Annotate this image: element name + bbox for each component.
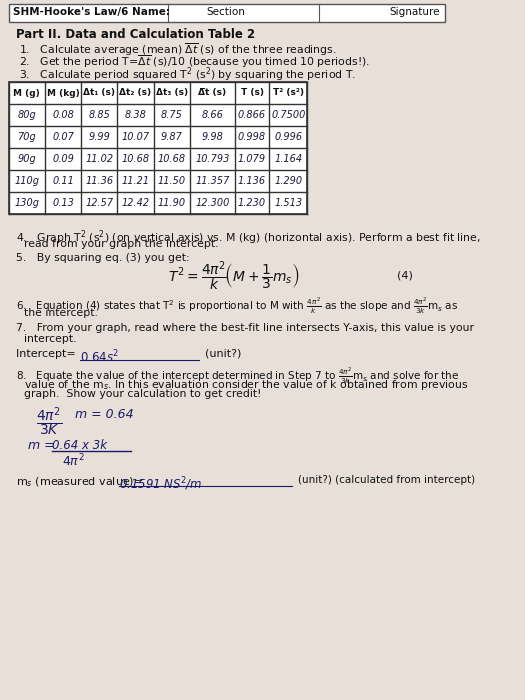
Text: 8.38: 8.38 bbox=[124, 110, 146, 120]
Text: 70g: 70g bbox=[17, 132, 36, 142]
Text: 8.85: 8.85 bbox=[88, 110, 110, 120]
Text: 10.68: 10.68 bbox=[158, 154, 186, 164]
Text: $T^2 = \dfrac{4\pi^2}{k}\!\left(M + \dfrac{1}{3}m_s\right)$: $T^2 = \dfrac{4\pi^2}{k}\!\left(M + \dfr… bbox=[169, 259, 300, 293]
Text: Part II. Data and Calculation Table 2: Part II. Data and Calculation Table 2 bbox=[16, 28, 255, 41]
Text: Signature: Signature bbox=[389, 7, 439, 17]
Text: 11.90: 11.90 bbox=[158, 198, 186, 208]
Text: M (kg): M (kg) bbox=[47, 88, 79, 97]
Text: 10.793: 10.793 bbox=[195, 154, 229, 164]
Text: 0.996: 0.996 bbox=[274, 132, 302, 142]
Text: (unit?) (calculated from intercept): (unit?) (calculated from intercept) bbox=[298, 475, 475, 485]
Bar bbox=[8, 4, 445, 22]
Text: 11.357: 11.357 bbox=[195, 176, 229, 186]
Text: 11.36: 11.36 bbox=[85, 176, 113, 186]
Text: 9.87: 9.87 bbox=[161, 132, 183, 142]
Text: Δt₁ (s): Δt₁ (s) bbox=[83, 88, 116, 97]
Text: 1.513: 1.513 bbox=[274, 198, 302, 208]
Text: value of the m$_s$. In this evaluation consider the value of k obtained from pre: value of the m$_s$. In this evaluation c… bbox=[24, 378, 468, 392]
Text: 1.290: 1.290 bbox=[274, 176, 302, 186]
Text: 2.   Get the period T=$\overline{\Delta t}$ (s)/10 (because you timed 10 periods: 2. Get the period T=$\overline{\Delta t}… bbox=[19, 53, 370, 70]
Text: m =: m = bbox=[28, 439, 54, 452]
Text: 5.   By squaring eq. (3) you get:: 5. By squaring eq. (3) you get: bbox=[16, 253, 189, 263]
Text: $4\pi^2$: $4\pi^2$ bbox=[62, 453, 85, 470]
Text: read from your graph the intercept.: read from your graph the intercept. bbox=[24, 239, 219, 249]
Text: Δt₂ (s): Δt₂ (s) bbox=[120, 88, 152, 97]
Text: 8.75: 8.75 bbox=[161, 110, 183, 120]
Text: 0.09: 0.09 bbox=[52, 154, 74, 164]
Text: 3.   Calculate period squared T$^2$ (s$^2$) by squaring the period T.: 3. Calculate period squared T$^2$ (s$^2$… bbox=[19, 65, 356, 83]
Text: 1.136: 1.136 bbox=[238, 176, 266, 186]
Text: 0.1591 NS$^2$/m: 0.1591 NS$^2$/m bbox=[119, 475, 203, 493]
Text: 9.98: 9.98 bbox=[202, 132, 223, 142]
Text: 0.866: 0.866 bbox=[238, 110, 266, 120]
Text: 8.   Equate the value of the intercept determined in Step 7 to $\frac{4\pi^2}{3k: 8. Equate the value of the intercept det… bbox=[16, 366, 459, 386]
Text: 9.99: 9.99 bbox=[88, 132, 110, 142]
Text: 0.64 x 3k: 0.64 x 3k bbox=[52, 439, 107, 452]
Text: 10.68: 10.68 bbox=[121, 154, 150, 164]
Text: m$_s$ (measured value)=: m$_s$ (measured value)= bbox=[16, 475, 144, 489]
Text: 12.42: 12.42 bbox=[121, 198, 150, 208]
Text: (4): (4) bbox=[397, 271, 413, 281]
Text: Δ̅t (s): Δ̅t (s) bbox=[198, 88, 226, 97]
Text: 0.11: 0.11 bbox=[52, 176, 74, 186]
Text: 11.50: 11.50 bbox=[158, 176, 186, 186]
Text: 1.   Calculate average (mean) $\overline{\Delta t}$ (s) of the three readings.: 1. Calculate average (mean) $\overline{\… bbox=[19, 41, 337, 57]
Text: $0.64s^2$: $0.64s^2$ bbox=[80, 349, 120, 365]
Text: Section: Section bbox=[207, 7, 246, 17]
Text: 0.07: 0.07 bbox=[52, 132, 74, 142]
Text: 90g: 90g bbox=[17, 154, 36, 164]
Text: SHM-Hooke's Law/6 Name:: SHM-Hooke's Law/6 Name: bbox=[13, 7, 170, 17]
Text: 1.164: 1.164 bbox=[274, 154, 302, 164]
Text: T² (s²): T² (s²) bbox=[273, 88, 304, 97]
Text: m = 0.64: m = 0.64 bbox=[75, 408, 134, 421]
Text: M (g): M (g) bbox=[13, 88, 40, 97]
Text: 11.02: 11.02 bbox=[85, 154, 113, 164]
Text: 7.   From your graph, read where the best-fit line intersects Y-axis, this value: 7. From your graph, read where the best-… bbox=[16, 323, 474, 333]
Text: 6.   Equation (4) states that T$^2$ is proportional to M with $\frac{4\pi^2}{k}$: 6. Equation (4) states that T$^2$ is pro… bbox=[16, 296, 458, 316]
Bar bbox=[8, 82, 307, 214]
Text: (unit?): (unit?) bbox=[205, 349, 242, 359]
Text: 80g: 80g bbox=[17, 110, 36, 120]
Text: 1.230: 1.230 bbox=[238, 198, 266, 208]
Text: intercept.: intercept. bbox=[24, 334, 77, 344]
Text: 0.13: 0.13 bbox=[52, 198, 74, 208]
Text: $\dfrac{4\pi^2}{3K}$: $\dfrac{4\pi^2}{3K}$ bbox=[36, 405, 62, 438]
Text: 12.57: 12.57 bbox=[85, 198, 113, 208]
Text: 10.07: 10.07 bbox=[121, 132, 150, 142]
Text: 110g: 110g bbox=[14, 176, 39, 186]
Text: the intercept.: the intercept. bbox=[24, 308, 98, 318]
Text: 12.300: 12.300 bbox=[195, 198, 229, 208]
Text: graph.  Show your calculation to get credit!: graph. Show your calculation to get cred… bbox=[24, 389, 261, 399]
Text: 8.66: 8.66 bbox=[202, 110, 223, 120]
Text: Δt₃ (s): Δt₃ (s) bbox=[156, 88, 188, 97]
Text: 0.7500: 0.7500 bbox=[271, 110, 306, 120]
Text: 130g: 130g bbox=[14, 198, 39, 208]
Text: 0.08: 0.08 bbox=[52, 110, 74, 120]
Text: Intercept=: Intercept= bbox=[16, 349, 79, 359]
Text: 4.   Graph T$^2$ (s$^2$) (on vertical axis) vs. M (kg) (horizontal axis). Perfor: 4. Graph T$^2$ (s$^2$) (on vertical axis… bbox=[16, 228, 480, 246]
Text: T (s): T (s) bbox=[240, 88, 264, 97]
Text: 0.998: 0.998 bbox=[238, 132, 266, 142]
Text: 11.21: 11.21 bbox=[121, 176, 150, 186]
Text: 1.079: 1.079 bbox=[238, 154, 266, 164]
